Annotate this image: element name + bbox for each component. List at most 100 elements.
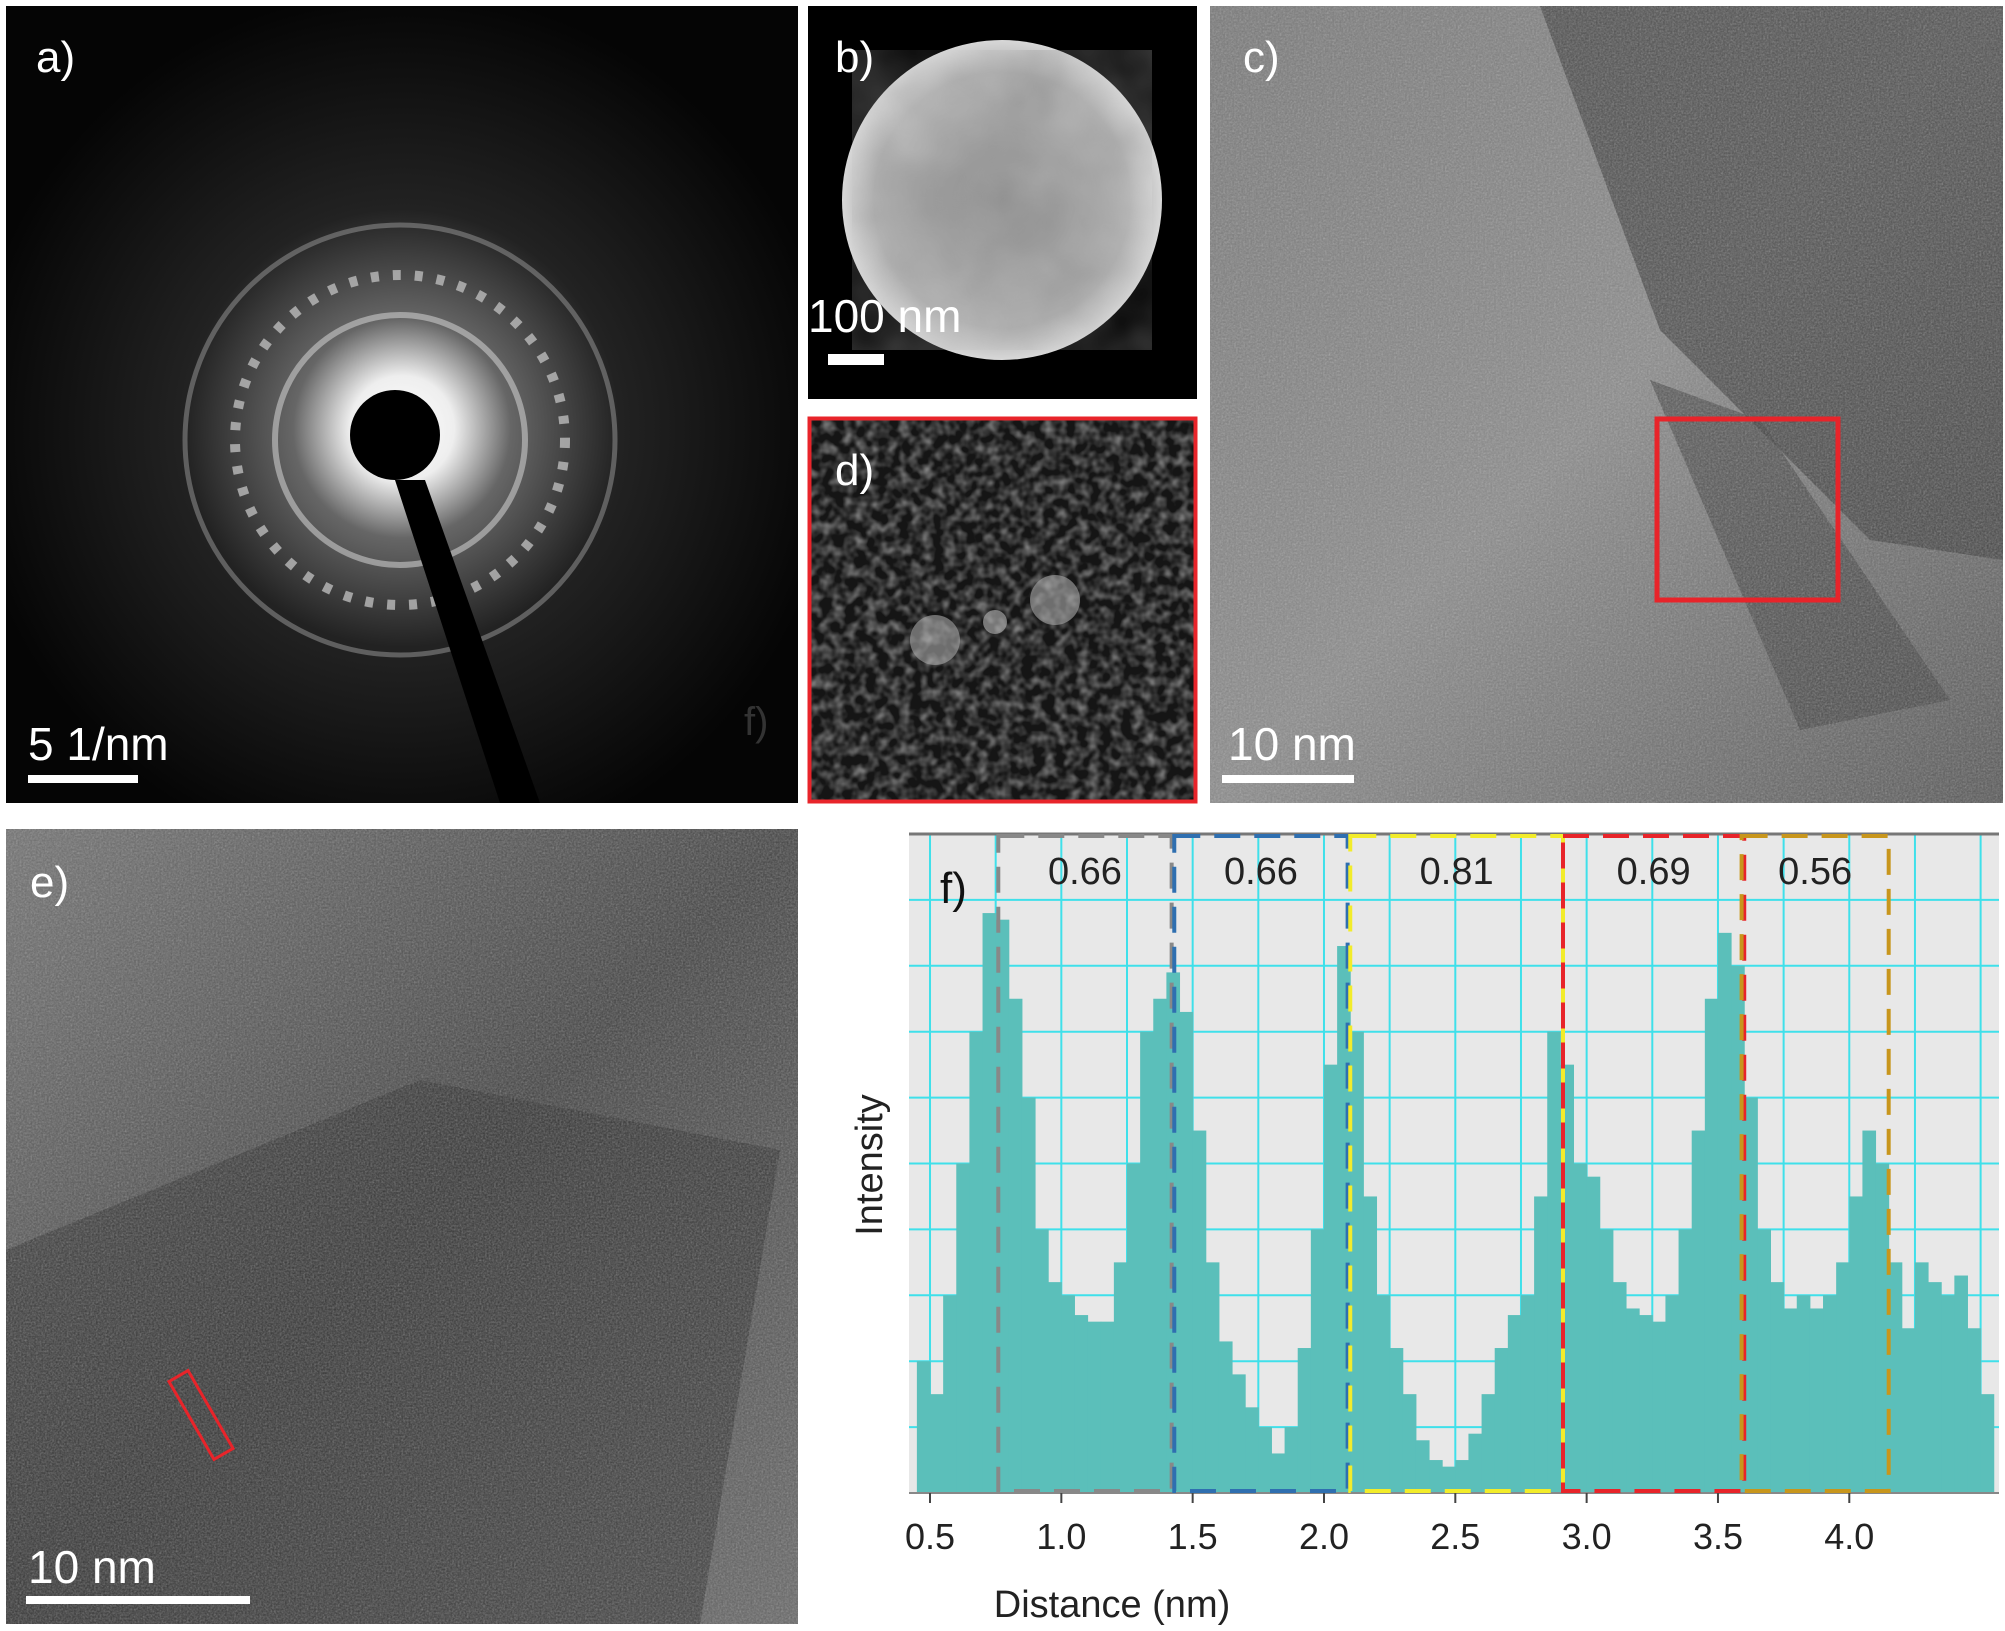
panel-label: b) — [835, 33, 874, 82]
ring — [230, 270, 570, 610]
bar — [1954, 1275, 1968, 1493]
beam-stop — [395, 480, 540, 803]
bar — [1612, 1282, 1627, 1493]
roi-box — [1654, 416, 1841, 603]
bar — [1284, 1427, 1299, 1493]
panel-d: d) — [807, 416, 1198, 804]
bar — [1744, 1097, 1758, 1493]
bar — [1232, 1374, 1246, 1493]
bar — [1626, 1308, 1640, 1493]
x-tick-label: 3.0 — [1562, 1516, 1612, 1557]
scale-text: 10 nm — [1228, 718, 1356, 770]
panel-e: e) 10 nm — [6, 829, 798, 1624]
bar — [1888, 1262, 1903, 1493]
bar — [1507, 1315, 1522, 1493]
scale-bar — [828, 354, 884, 365]
bar — [1442, 1466, 1456, 1493]
bar — [1717, 932, 1732, 1493]
panel-b: b) 100 nm — [808, 6, 1197, 399]
bar — [1087, 1321, 1102, 1493]
bar — [1796, 1295, 1811, 1493]
bar — [1967, 1328, 1982, 1493]
x-axis-title: Distance (nm) — [994, 1584, 1231, 1626]
bar — [1849, 1196, 1863, 1493]
annotation-label: 0.56 — [1778, 851, 1852, 893]
bar — [1061, 1295, 1075, 1493]
bar — [1665, 1295, 1680, 1493]
bar — [1599, 1229, 1614, 1493]
annotation-label: 0.81 — [1420, 851, 1494, 893]
bar — [1639, 1315, 1653, 1493]
bar — [956, 1163, 970, 1493]
bar — [1573, 1163, 1588, 1493]
annotation-label: 0.66 — [1224, 851, 1298, 893]
dashed-box — [1561, 834, 1747, 1493]
bar — [1691, 1130, 1706, 1493]
x-tick-label: 4.0 — [1824, 1516, 1874, 1557]
bar — [1258, 1427, 1272, 1493]
bar — [1192, 1130, 1207, 1493]
bar — [1140, 1031, 1154, 1493]
panel-label: d) — [835, 446, 874, 495]
bar — [1809, 1308, 1824, 1493]
bar — [1113, 1262, 1128, 1493]
annotation-label: 0.66 — [1048, 851, 1122, 893]
scale-bar — [28, 775, 138, 783]
bar — [1704, 998, 1719, 1493]
bar — [1205, 1262, 1220, 1493]
bar — [930, 1394, 944, 1493]
texture — [808, 417, 1197, 803]
bar — [1297, 1348, 1312, 1493]
bar — [1323, 1064, 1338, 1493]
bar — [969, 1031, 984, 1493]
bar — [1127, 1163, 1141, 1493]
bar — [1048, 1282, 1062, 1493]
ring — [272, 312, 528, 568]
bar — [1862, 1130, 1877, 1493]
stray-label: f) — [744, 700, 768, 744]
ring — [182, 222, 618, 658]
bar — [1389, 1348, 1404, 1493]
panel-f: Distance (nm) Intensity 0.5 1.0 1.5 2.0 2.5 3… — [849, 832, 1999, 1626]
bar — [1941, 1295, 1955, 1493]
panel-label: c) — [1243, 33, 1280, 82]
scale-bar — [1222, 775, 1354, 783]
panel-label: a) — [36, 33, 75, 82]
texture — [6, 829, 798, 1624]
x-tick-label: 2.5 — [1430, 1516, 1480, 1557]
bar — [1547, 1031, 1561, 1493]
bar — [1455, 1460, 1469, 1493]
bar — [1928, 1282, 1942, 1493]
bar — [1350, 1031, 1364, 1493]
panel-label: e) — [30, 858, 69, 907]
panel-a: a) 5 1/nm f) — [6, 6, 798, 803]
panel-label: f) — [940, 864, 967, 913]
bar — [1310, 1229, 1325, 1493]
spot — [910, 615, 960, 665]
bar — [1271, 1453, 1286, 1493]
spot — [1030, 575, 1080, 625]
bar — [1770, 1282, 1785, 1493]
bar — [1494, 1348, 1509, 1493]
bar — [1823, 1295, 1837, 1493]
dashed-box — [1172, 834, 1350, 1493]
bar — [1481, 1394, 1496, 1493]
dashed-box — [996, 834, 1174, 1493]
panel-c: c) 10 nm — [1210, 6, 2003, 803]
x-tick-label: 3.5 — [1693, 1516, 1743, 1557]
frame — [807, 416, 1198, 804]
bar — [1468, 1433, 1483, 1493]
beam-stop — [350, 390, 440, 480]
bar — [1415, 1440, 1430, 1493]
bar — [1901, 1328, 1916, 1493]
bar — [1757, 1229, 1771, 1493]
bar — [916, 1361, 931, 1493]
bar — [1074, 1315, 1089, 1493]
bar — [1008, 998, 1023, 1493]
bar — [1586, 1176, 1601, 1493]
spot — [983, 610, 1007, 634]
bar — [1534, 1196, 1548, 1493]
bar — [1179, 1011, 1194, 1493]
texture — [1210, 6, 2003, 803]
bar — [1980, 1394, 1995, 1493]
